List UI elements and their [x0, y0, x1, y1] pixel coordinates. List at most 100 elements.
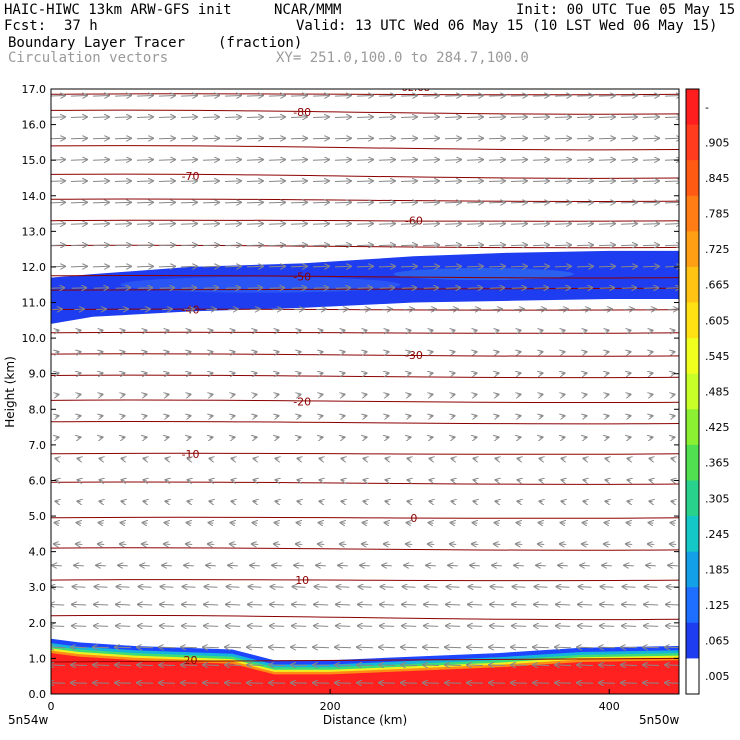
wind-vector — [642, 202, 659, 203]
wind-vector — [467, 647, 484, 648]
wind-vector — [144, 459, 147, 460]
wind-vector — [144, 395, 147, 396]
wind-vector — [114, 245, 131, 246]
wind-vector — [290, 96, 307, 97]
wind-vector — [231, 330, 234, 331]
isotherm-18 — [51, 244, 679, 249]
wind-vector — [275, 523, 280, 524]
wind-vector — [422, 202, 439, 203]
wind-vector — [246, 117, 263, 118]
wind-vector — [670, 544, 677, 545]
wind-vector — [422, 224, 439, 225]
wind-vector — [408, 459, 411, 460]
wind-vector — [232, 395, 235, 396]
wind-vector — [180, 266, 197, 267]
init-time: Init: 00 UTC Tue 05 May 15 — [516, 2, 736, 18]
wind-vector — [136, 224, 153, 225]
wind-vector — [232, 416, 235, 417]
wind-vector — [384, 544, 391, 545]
colorbar-swatch — [686, 551, 699, 588]
wind-vector — [224, 266, 241, 267]
wind-vector — [378, 245, 395, 246]
wind-vector — [452, 459, 455, 460]
wind-vector — [447, 587, 460, 588]
wind-vector — [490, 626, 505, 627]
wind-vector — [643, 647, 660, 648]
y-tick-label: 6.0 — [29, 474, 47, 487]
wind-vector — [584, 373, 587, 374]
org-label: NCAR/MMM — [274, 2, 342, 18]
wind-vector — [430, 459, 433, 460]
isotherm-3 — [51, 452, 679, 455]
wind-vector — [364, 459, 367, 460]
wind-vector — [364, 352, 367, 353]
y-axis-title: Height (km) — [3, 356, 17, 427]
wind-vector — [298, 352, 301, 353]
wind-vector — [400, 160, 417, 161]
wind-vector — [314, 604, 329, 605]
wind-vector — [159, 288, 174, 289]
wind-vector — [518, 352, 521, 353]
wind-vector — [180, 181, 197, 182]
wind-vector — [606, 437, 609, 438]
wind-vector — [342, 395, 345, 396]
wind-vector — [138, 626, 153, 627]
wind-vector — [188, 373, 191, 374]
wind-vector — [535, 587, 548, 588]
wind-vector — [136, 202, 153, 203]
wind-vector — [452, 480, 455, 481]
wind-vector — [466, 160, 483, 161]
wind-vector — [514, 565, 524, 566]
wind-vector — [144, 437, 147, 438]
colorbar-swatch — [686, 266, 699, 304]
wind-vector — [292, 626, 307, 627]
wind-vector — [71, 647, 88, 648]
wind-vector — [385, 330, 388, 331]
wind-vector — [582, 544, 589, 545]
wind-vector — [95, 587, 108, 588]
wind-vector — [312, 117, 329, 118]
wind-vector — [407, 501, 410, 502]
wind-vector — [180, 96, 197, 97]
wind-vector — [92, 117, 109, 118]
wind-vector — [246, 202, 263, 203]
wind-vector — [516, 544, 523, 545]
wind-vector — [52, 309, 62, 310]
wind-vector — [298, 373, 301, 374]
wind-vector — [136, 138, 153, 139]
wind-vector — [161, 587, 174, 588]
wind-vector — [269, 647, 286, 648]
wind-vector — [291, 647, 308, 648]
wind-vector — [357, 288, 372, 289]
isotherm-14 — [51, 420, 679, 425]
wind-vector — [122, 437, 125, 438]
wind-vector — [558, 565, 568, 566]
wind-vector — [664, 224, 679, 225]
wind-vector — [342, 480, 345, 481]
wind-vector — [401, 683, 418, 684]
wind-vector — [166, 416, 169, 417]
wind-vector — [202, 202, 219, 203]
wind-vector — [430, 352, 433, 353]
wind-vector — [160, 604, 175, 605]
colorbar-swatch — [686, 195, 699, 232]
wind-vector — [254, 395, 257, 396]
wind-vector — [360, 309, 370, 310]
y-tick-label: 0.0 — [29, 688, 47, 701]
wind-vector — [424, 604, 439, 605]
wind-vector — [474, 437, 477, 438]
wind-vector — [356, 117, 373, 118]
wind-vector — [430, 395, 433, 396]
wind-vector — [473, 330, 476, 331]
wind-vector — [166, 480, 169, 481]
wind-vector — [620, 160, 637, 161]
wind-vector — [335, 683, 352, 684]
wind-vector — [444, 160, 461, 161]
wind-vector — [408, 437, 411, 438]
wind-vector — [664, 245, 679, 246]
colorbar-swatch — [686, 622, 699, 659]
wind-vector — [51, 202, 65, 203]
wind-vector — [188, 459, 191, 460]
wind-vector — [120, 544, 127, 545]
wind-vector — [605, 501, 608, 502]
